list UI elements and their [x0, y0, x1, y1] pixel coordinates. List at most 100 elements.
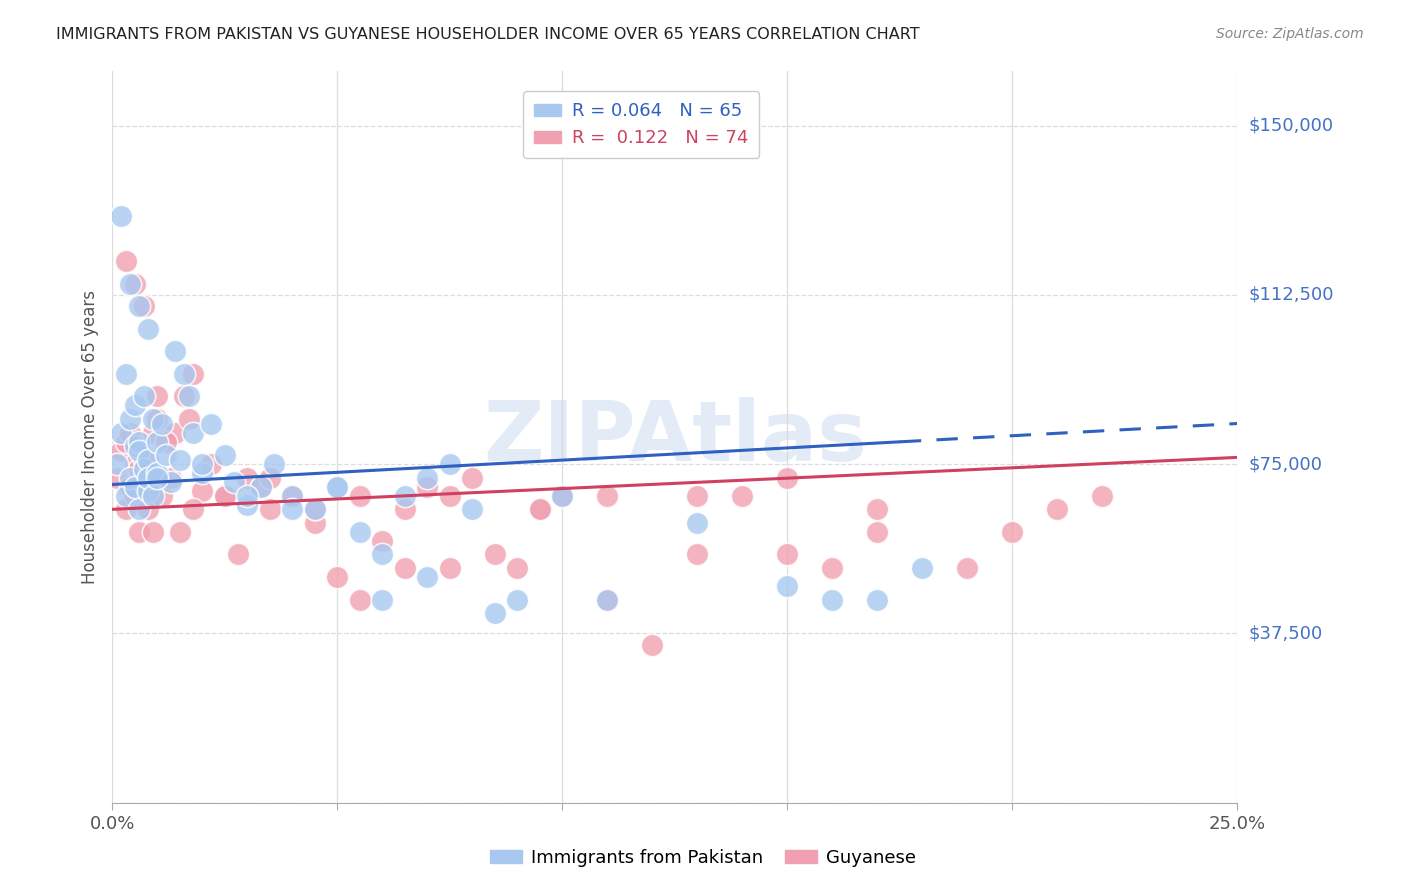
Point — [461, 471, 484, 485]
Point — [115, 434, 138, 449]
Point — [183, 367, 205, 381]
Point — [138, 452, 160, 467]
Point — [263, 457, 285, 471]
Point — [349, 489, 371, 503]
Point — [169, 452, 191, 467]
Point — [128, 502, 150, 516]
Point — [120, 425, 142, 440]
Point — [281, 489, 304, 503]
Y-axis label: Householder Income Over 65 years: Householder Income Over 65 years — [80, 290, 98, 584]
Point — [138, 502, 160, 516]
Point — [776, 471, 799, 485]
Point — [183, 425, 205, 440]
Point — [529, 502, 551, 516]
Point — [115, 367, 138, 381]
Point — [138, 471, 160, 485]
Point — [191, 484, 214, 499]
Point — [349, 524, 371, 539]
Point — [142, 489, 165, 503]
Point — [641, 638, 664, 652]
Point — [551, 489, 574, 503]
Point — [150, 417, 173, 431]
Point — [132, 475, 155, 490]
Point — [146, 434, 169, 449]
Point — [128, 299, 150, 313]
Point — [250, 480, 273, 494]
Point — [120, 277, 142, 291]
Point — [128, 461, 150, 475]
Point — [686, 548, 709, 562]
Point — [165, 425, 187, 440]
Point — [416, 471, 439, 485]
Point — [484, 606, 506, 620]
Point — [304, 502, 326, 516]
Point — [146, 471, 169, 485]
Point — [416, 570, 439, 584]
Text: $150,000: $150,000 — [1249, 117, 1333, 135]
Point — [394, 489, 416, 503]
Point — [155, 434, 177, 449]
Point — [506, 561, 529, 575]
Point — [110, 209, 132, 223]
Point — [439, 457, 461, 471]
Point — [146, 412, 169, 426]
Point — [138, 484, 160, 499]
Point — [105, 471, 128, 485]
Point — [214, 489, 236, 503]
Point — [866, 524, 889, 539]
Point — [371, 533, 394, 548]
Text: IMMIGRANTS FROM PAKISTAN VS GUYANESE HOUSEHOLDER INCOME OVER 65 YEARS CORRELATIO: IMMIGRANTS FROM PAKISTAN VS GUYANESE HOU… — [56, 27, 920, 42]
Point — [250, 480, 273, 494]
Point — [146, 389, 169, 403]
Point — [731, 489, 754, 503]
Point — [551, 489, 574, 503]
Point — [228, 548, 250, 562]
Point — [776, 579, 799, 593]
Point — [596, 592, 619, 607]
Point — [110, 443, 132, 458]
Point — [214, 448, 236, 462]
Point — [124, 480, 146, 494]
Point — [200, 457, 222, 471]
Point — [177, 412, 200, 426]
Text: $112,500: $112,500 — [1249, 285, 1334, 304]
Point — [371, 592, 394, 607]
Point — [146, 466, 169, 480]
Point — [686, 516, 709, 530]
Point — [183, 502, 205, 516]
Point — [866, 592, 889, 607]
Legend: R = 0.064   N = 65, R =  0.122   N = 74: R = 0.064 N = 65, R = 0.122 N = 74 — [523, 91, 759, 158]
Point — [169, 524, 191, 539]
Point — [177, 389, 200, 403]
Point — [776, 548, 799, 562]
Point — [142, 425, 165, 440]
Point — [326, 570, 349, 584]
Point — [326, 480, 349, 494]
Point — [124, 489, 146, 503]
Text: Source: ZipAtlas.com: Source: ZipAtlas.com — [1216, 27, 1364, 41]
Point — [115, 489, 138, 503]
Point — [1091, 489, 1114, 503]
Point — [394, 502, 416, 516]
Point — [120, 480, 142, 494]
Text: $75,000: $75,000 — [1249, 455, 1323, 473]
Point — [304, 502, 326, 516]
Point — [115, 254, 138, 268]
Point — [150, 489, 173, 503]
Point — [155, 434, 177, 449]
Point — [120, 412, 142, 426]
Point — [439, 489, 461, 503]
Point — [439, 561, 461, 575]
Point — [484, 548, 506, 562]
Point — [128, 434, 150, 449]
Point — [138, 471, 160, 485]
Point — [115, 502, 138, 516]
Text: $37,500: $37,500 — [1249, 624, 1323, 642]
Point — [191, 457, 214, 471]
Point — [506, 592, 529, 607]
Point — [132, 299, 155, 313]
Point — [105, 457, 128, 471]
Point — [281, 502, 304, 516]
Point — [371, 548, 394, 562]
Point — [173, 389, 195, 403]
